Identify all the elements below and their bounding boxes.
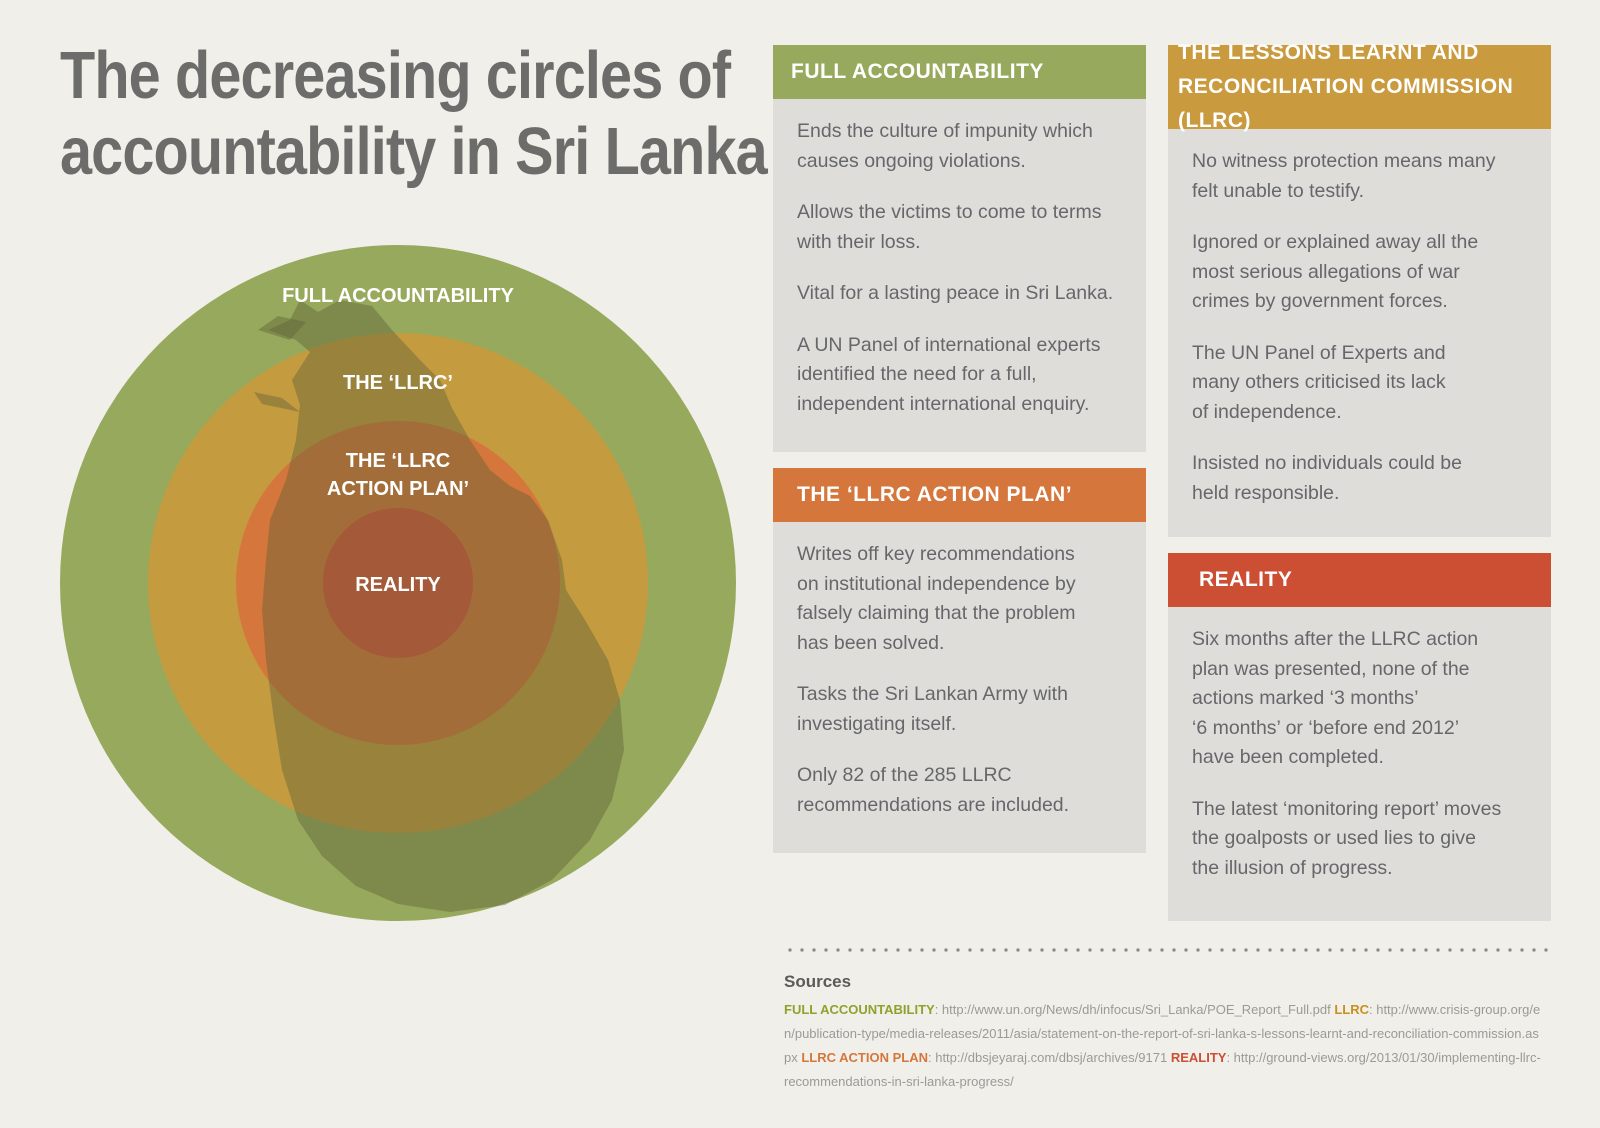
panel-paragraph: The latest ‘monitoring report’ moves the… — [1192, 797, 1502, 879]
sources-list: FULL ACCOUNTABILITY: http://www.un.org/N… — [784, 1002, 1541, 1089]
panel-paragraph: Ignored or explained away all the most s… — [1192, 231, 1479, 312]
sources-title: Sources — [784, 972, 852, 991]
ring-label-reality: REALITY — [355, 574, 441, 596]
panel-llrc-heading-line-2: RECONCILIATION COMMISSION (LLRC) — [1178, 75, 1514, 132]
panel-llrc-heading-line-1: THE LESSONS LEARNT AND — [1178, 41, 1479, 64]
panel-paragraph: Writes off key recommendations on instit… — [797, 543, 1076, 654]
source-link-reality[interactable]: http://ground-views.org/2013/01/30/imple… — [784, 1050, 1541, 1089]
panel-paragraph: Vital for a lasting peace in Sri Lanka. — [797, 282, 1114, 304]
panel-paragraph: A UN Panel of international experts iden… — [797, 333, 1101, 415]
panel-llrc-heading: THE LESSONS LEARNT AND RECONCILIATION CO… — [1168, 41, 1551, 132]
panel-paragraph: Only 82 of the 285 LLRC recommendations … — [797, 764, 1070, 816]
panel-paragraph: Allows the victims to come to terms with… — [797, 201, 1102, 253]
ring-label-llrc: THE ‘LLRC’ — [343, 372, 453, 394]
jaffna-peninsula-silhouette — [254, 316, 306, 412]
page-title: The decreasing circles of accountability… — [60, 38, 768, 190]
sri-lanka-map-silhouette — [262, 300, 624, 912]
panel-full-accountability-heading: FULL ACCOUNTABILITY — [773, 45, 1146, 99]
accountability-circles-diagram: FULL ACCOUNTABILITY THE ‘LLRC’ THE ‘LLRC… — [60, 245, 736, 921]
panel-paragraph: Tasks the Sri Lankan Army with investiga… — [797, 683, 1068, 735]
panel-paragraph: Six months after the LLRC action plan wa… — [1192, 628, 1479, 768]
source-label-full-accountability: FULL ACCOUNTABILITY — [784, 1002, 935, 1017]
source-label-reality: REALITY — [1170, 1050, 1227, 1065]
ring-label-action-plan-1: THE ‘LLRC — [346, 450, 450, 472]
title-line-2: accountability in Sri Lanka — [60, 114, 768, 189]
dotted-divider — [784, 947, 1552, 953]
panel-reality-heading: REALITY — [1168, 553, 1551, 607]
source-link-llrc[interactable]: http://www.crisis-group.org/en/publicati… — [784, 1002, 1541, 1065]
panel-llrc-action-plan: THE ‘LLRC ACTION PLAN’ Writes off key re… — [773, 468, 1146, 853]
panel-paragraph: Insisted no individuals could be held re… — [1192, 452, 1462, 504]
panel-llrc: THE LESSONS LEARNT AND RECONCILIATION CO… — [1168, 41, 1551, 537]
ring-reality — [323, 508, 473, 658]
source-label-llrc: LLRC — [1334, 1002, 1369, 1017]
panel-paragraph: No witness protection means many felt un… — [1192, 150, 1496, 202]
source-link-full-accountability[interactable]: http://www.un.org/News/dh/infocus/Sri_La… — [941, 1002, 1331, 1017]
ring-label-full-accountability: FULL ACCOUNTABILITY — [282, 285, 514, 307]
panel-paragraph: The UN Panel of Experts and many others … — [1192, 341, 1446, 423]
panel-paragraph: Ends the culture of impunity which cause… — [797, 120, 1093, 172]
source-link-action-plan[interactable]: http://dbsjeyaraj.com/dbsj/archives/9171 — [935, 1050, 1168, 1065]
panel-full-accountability: FULL ACCOUNTABILITY Ends the culture of … — [773, 45, 1146, 452]
panel-action-plan-heading: THE ‘LLRC ACTION PLAN’ — [773, 468, 1146, 522]
title-line-1: The decreasing circles of — [60, 38, 731, 113]
panel-reality: REALITY Six months after the LLRC action… — [1168, 553, 1551, 921]
source-label-action-plan: LLRC ACTION PLAN — [801, 1050, 928, 1065]
ring-label-action-plan-2: ACTION PLAN’ — [327, 478, 469, 500]
